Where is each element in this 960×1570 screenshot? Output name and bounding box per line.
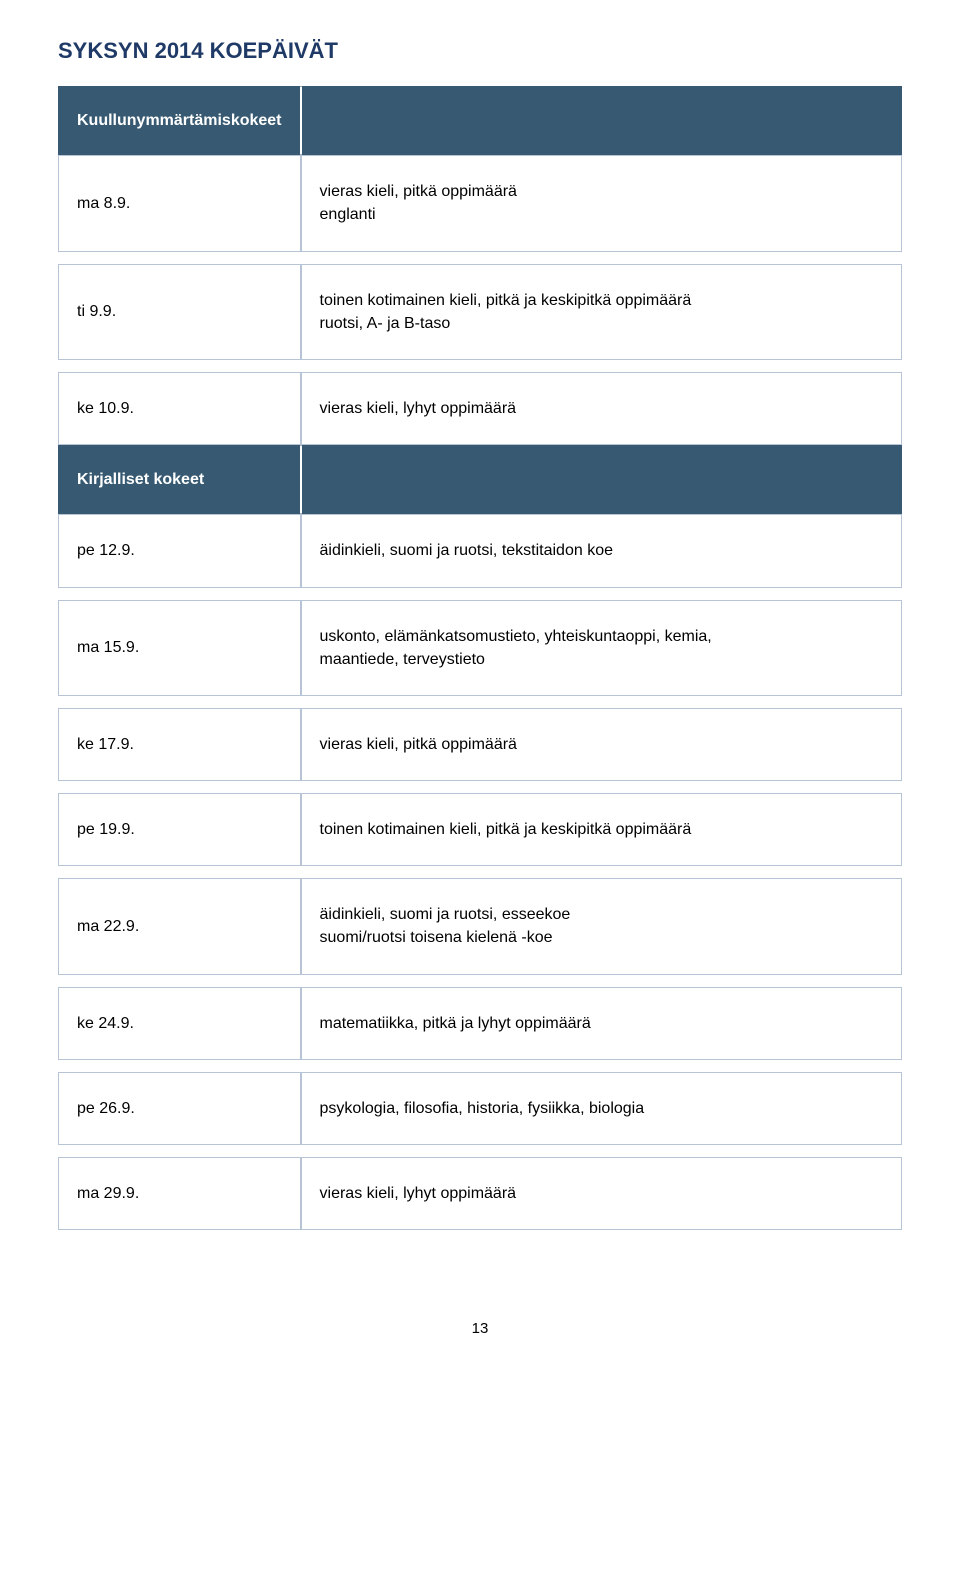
page-title: SYKSYN 2014 KOEPÄIVÄT — [58, 38, 902, 64]
date-cell: ke 10.9. — [58, 372, 301, 445]
description-cell: äidinkieli, suomi ja ruotsi, tekstitaido… — [301, 514, 902, 587]
table-row: pe 19.9.toinen kotimainen kieli, pitkä j… — [58, 793, 902, 866]
description-cell: toinen kotimainen kieli, pitkä ja keskip… — [301, 793, 902, 866]
row-gap — [58, 252, 902, 264]
section-header-row: Kirjalliset kokeet — [58, 445, 902, 514]
row-gap — [58, 360, 902, 372]
date-cell: ma 29.9. — [58, 1157, 301, 1230]
date-cell: ti 9.9. — [58, 264, 301, 360]
description-cell: vieras kieli, pitkä oppimäärä — [301, 708, 902, 781]
description-cell: vieras kieli, lyhyt oppimäärä — [301, 1157, 902, 1230]
description-cell: uskonto, elämänkatsomustieto, yhteiskunt… — [301, 600, 902, 696]
table-row: pe 26.9.psykologia, filosofia, historia,… — [58, 1072, 902, 1145]
section-header-label: Kirjalliset kokeet — [58, 445, 301, 514]
description-cell: vieras kieli, lyhyt oppimäärä — [301, 372, 902, 445]
row-gap — [58, 1060, 902, 1072]
table-row: ma 29.9.vieras kieli, lyhyt oppimäärä — [58, 1157, 902, 1230]
table-row: ma 22.9.äidinkieli, suomi ja ruotsi, ess… — [58, 878, 902, 974]
description-cell: toinen kotimainen kieli, pitkä ja keskip… — [301, 264, 902, 360]
table-row: ti 9.9.toinen kotimainen kieli, pitkä ja… — [58, 264, 902, 360]
description-cell: äidinkieli, suomi ja ruotsi, esseekoe su… — [301, 878, 902, 974]
section-header-spacer — [301, 445, 902, 514]
section-header-row: Kuullunymmärtämiskokeet — [58, 86, 902, 155]
page-root: SYKSYN 2014 KOEPÄIVÄT Kuullunymmärtämisk… — [0, 0, 960, 1357]
date-cell: pe 19.9. — [58, 793, 301, 866]
section-header-label: Kuullunymmärtämiskokeet — [58, 86, 301, 155]
description-cell: matematiikka, pitkä ja lyhyt oppimäärä — [301, 987, 902, 1060]
date-cell: ma 15.9. — [58, 600, 301, 696]
page-number: 13 — [58, 1320, 902, 1337]
date-cell: pe 26.9. — [58, 1072, 301, 1145]
section-header-spacer — [301, 86, 902, 155]
description-cell: vieras kieli, pitkä oppimäärä englanti — [301, 155, 902, 251]
table-row: ke 10.9.vieras kieli, lyhyt oppimäärä — [58, 372, 902, 445]
table-row: ke 24.9.matematiikka, pitkä ja lyhyt opp… — [58, 987, 902, 1060]
row-gap — [58, 1145, 902, 1157]
row-gap — [58, 588, 902, 600]
table-row: pe 12.9.äidinkieli, suomi ja ruotsi, tek… — [58, 514, 902, 587]
row-gap — [58, 975, 902, 987]
table-row: ke 17.9.vieras kieli, pitkä oppimäärä — [58, 708, 902, 781]
date-cell: ke 17.9. — [58, 708, 301, 781]
schedule-table: Kuullunymmärtämiskokeet ma 8.9.vieras ki… — [58, 86, 902, 1230]
date-cell: ma 22.9. — [58, 878, 301, 974]
table-row: ma 8.9.vieras kieli, pitkä oppimäärä eng… — [58, 155, 902, 251]
date-cell: ke 24.9. — [58, 987, 301, 1060]
row-gap — [58, 696, 902, 708]
table-row: ma 15.9.uskonto, elämänkatsomustieto, yh… — [58, 600, 902, 696]
row-gap — [58, 781, 902, 793]
description-cell: psykologia, filosofia, historia, fysiikk… — [301, 1072, 902, 1145]
date-cell: ma 8.9. — [58, 155, 301, 251]
row-gap — [58, 866, 902, 878]
date-cell: pe 12.9. — [58, 514, 301, 587]
